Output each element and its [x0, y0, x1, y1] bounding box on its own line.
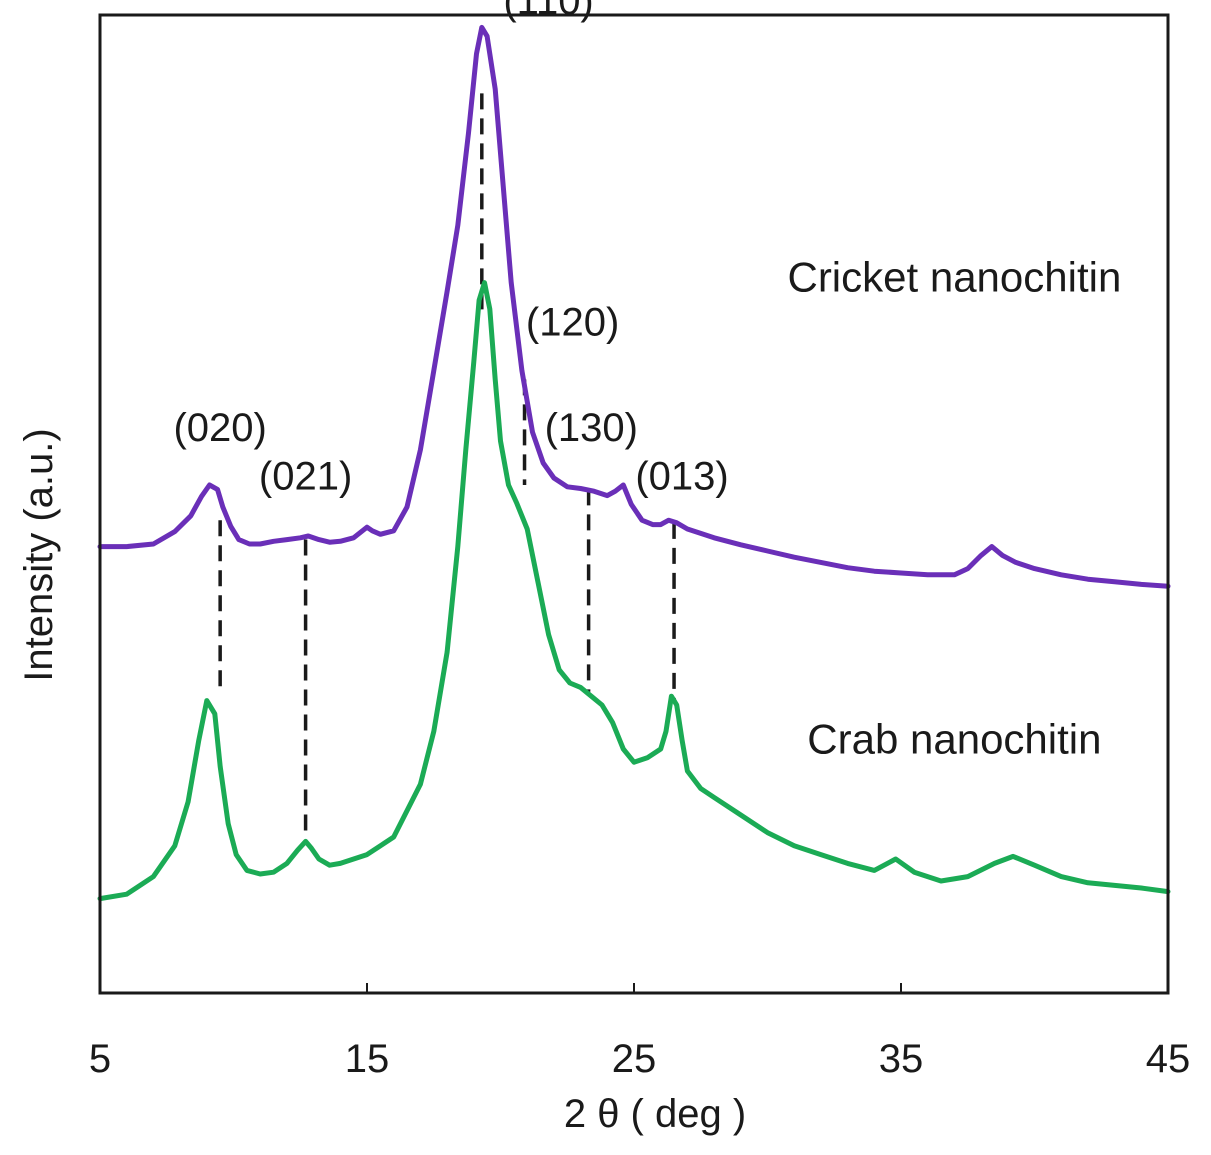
x-tick-label-25: 25 — [612, 1037, 657, 1081]
series-lines — [97, 24, 1171, 902]
peak-label-020: (020) — [173, 406, 266, 450]
peak-label-120: (120) — [526, 300, 619, 344]
x-tick-label-35: 35 — [879, 1037, 924, 1081]
peak-label-013: (013) — [635, 454, 728, 498]
x-tick-label-15: 15 — [345, 1037, 390, 1081]
series-line-crab-nanochitin — [97, 280, 1171, 902]
x-tick-label-45: 45 — [1146, 1037, 1191, 1081]
series-labels: Cricket nanochitin Crab nanochitin — [787, 253, 1121, 762]
peak-labels: (110) (020)(021) (120) (130)(013) — [173, 0, 728, 498]
peak-guide-lines — [218, 93, 676, 837]
x-tick-label-5: 5 — [89, 1037, 111, 1081]
y-axis-label: Intensity (a.u.) — [17, 428, 61, 681]
series-label-crab-nanochitin: Crab nanochitin — [807, 715, 1101, 762]
peak-label-130: (130) — [545, 406, 638, 450]
peak-label-110: (110) — [503, 0, 593, 23]
series-line-cricket-nanochitin — [97, 24, 1171, 589]
series-label-cricket-nanochitin: Cricket nanochitin — [787, 253, 1121, 300]
x-axis-ticks: 5 15 25 35 45 — [89, 983, 1190, 1081]
x-axis-label: 2 θ ( deg ) — [564, 1092, 746, 1136]
peak-label-021: (021) — [259, 454, 352, 498]
